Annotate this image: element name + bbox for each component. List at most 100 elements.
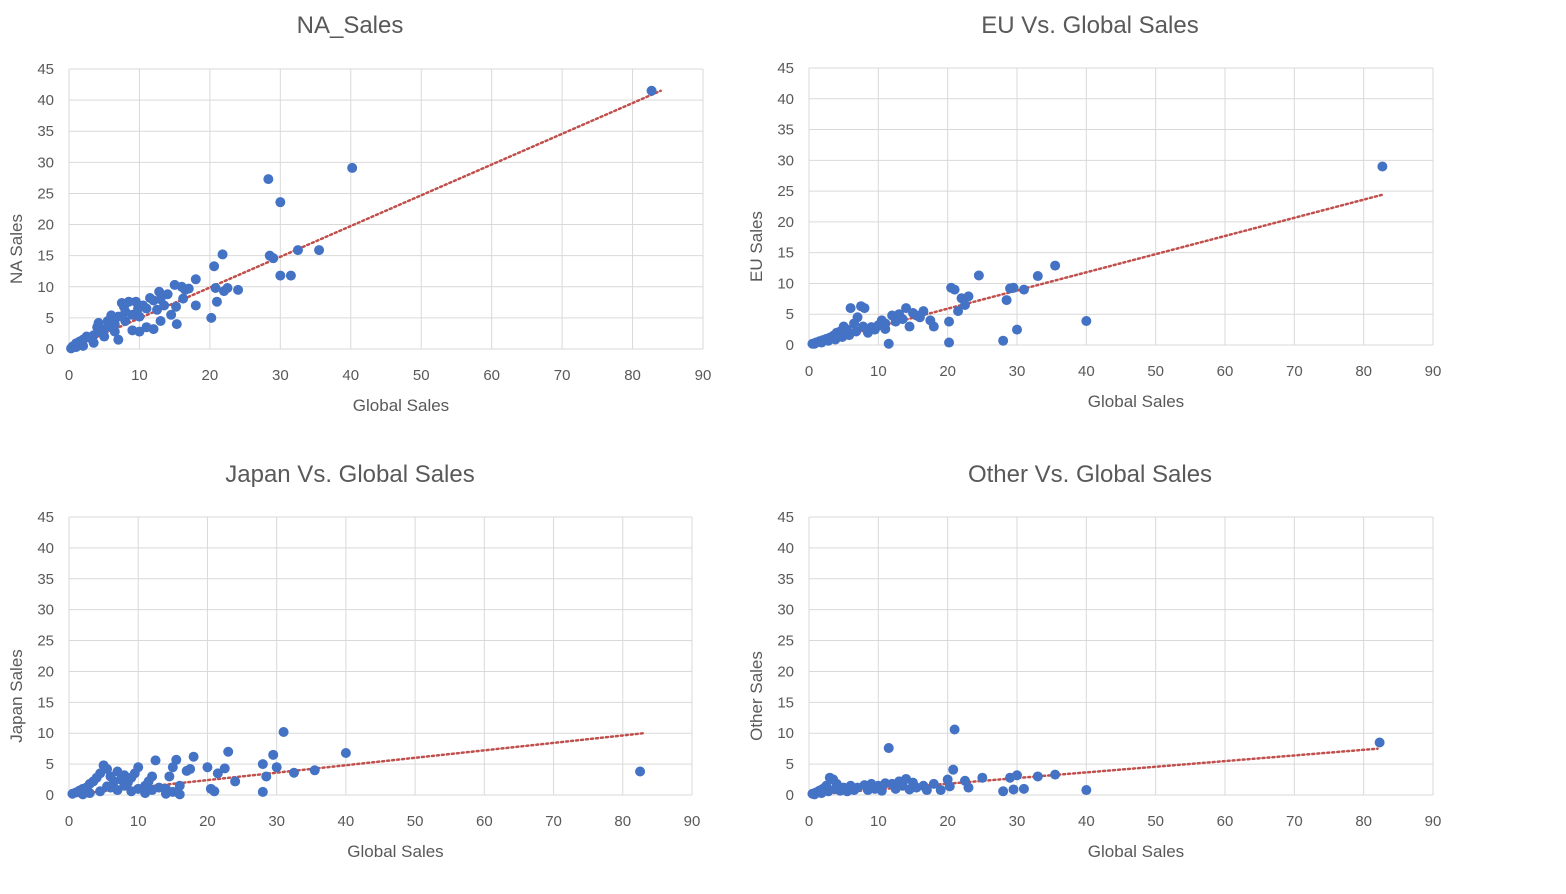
data-point: [883, 338, 894, 349]
data-point: [212, 768, 223, 779]
y-tick-label: 5: [786, 756, 794, 773]
data-point: [257, 759, 268, 770]
data-point: [171, 319, 182, 330]
data-point: [1005, 283, 1016, 294]
y-axis-label: Japan Sales: [7, 649, 26, 743]
data-point: [948, 764, 959, 775]
data-point: [809, 338, 820, 349]
data-point: [1005, 772, 1016, 783]
data-point: [223, 746, 234, 757]
y-tick-label: 20: [37, 663, 54, 680]
data-point: [876, 785, 887, 796]
y-tick-label: 15: [777, 245, 794, 262]
data-point: [275, 197, 286, 208]
data-point: [93, 317, 104, 328]
x-tick-label: 80: [624, 367, 641, 384]
data-point: [292, 245, 303, 256]
x-tick-label: 40: [1078, 813, 1095, 830]
data-point: [88, 337, 99, 348]
data-point: [897, 314, 908, 325]
data-point: [112, 766, 123, 777]
x-tick-label: 90: [684, 813, 701, 830]
x-axis-label: Global Sales: [347, 842, 443, 861]
chart-title: EU Vs. Global Sales: [981, 12, 1198, 39]
data-point: [275, 270, 286, 281]
x-axis-label: Global Sales: [1088, 392, 1184, 411]
y-tick-label: 20: [777, 663, 794, 680]
y-tick-label: 0: [786, 337, 794, 354]
chart-1: 0 10 20 30 40 50 60 70 80 90 0 5 10 15 20 25 30 35 40 45 NA_…: [7, 12, 711, 415]
data-point: [271, 762, 282, 773]
data-point: [205, 783, 216, 794]
data-point: [154, 286, 165, 297]
data-point: [1018, 284, 1029, 295]
x-tick-label: 30: [1009, 813, 1026, 830]
data-point: [219, 763, 230, 774]
data-point: [904, 784, 915, 795]
data-point: [99, 331, 110, 342]
y-tick-label: 40: [777, 540, 794, 557]
data-point: [217, 249, 228, 260]
data-point: [257, 786, 268, 797]
data-point: [347, 162, 358, 173]
x-tick-label: 50: [1147, 813, 1164, 830]
data-point: [188, 751, 199, 762]
data-point: [901, 303, 912, 314]
data-point: [911, 310, 922, 321]
x-tick-label: 0: [65, 813, 73, 830]
data-point: [153, 782, 164, 793]
y-tick-label: 10: [777, 275, 794, 292]
data-point: [1377, 161, 1388, 172]
x-tick-label: 30: [272, 367, 289, 384]
x-tick-label: 30: [268, 813, 285, 830]
data-point: [856, 301, 866, 312]
x-tick-label: 60: [476, 813, 493, 830]
data-point: [935, 785, 946, 796]
data-point: [921, 785, 932, 796]
data-point: [118, 301, 129, 312]
x-tick-label: 70: [1286, 363, 1303, 380]
data-point: [1081, 785, 1092, 796]
x-tick-label: 0: [65, 367, 73, 384]
data-point: [998, 335, 1009, 346]
data-point: [973, 270, 984, 281]
data-point: [268, 749, 279, 760]
data-point: [880, 323, 891, 334]
data-point: [171, 301, 182, 312]
data-point: [849, 318, 860, 329]
data-point: [210, 283, 221, 294]
data-point: [956, 293, 967, 304]
data-point: [152, 304, 163, 315]
data-point: [285, 270, 296, 281]
y-tick-label: 15: [37, 248, 54, 265]
x-tick-label: 70: [1286, 813, 1303, 830]
x-tick-label: 30: [1009, 363, 1026, 380]
data-point: [133, 303, 144, 314]
y-tick-label: 45: [777, 60, 794, 77]
data-point: [134, 326, 145, 337]
data-point: [211, 296, 222, 307]
data-point: [119, 780, 130, 791]
data-point: [230, 776, 241, 787]
y-tick-label: 15: [777, 694, 794, 711]
data-point: [268, 253, 279, 264]
data-point: [77, 789, 88, 800]
x-tick-label: 80: [1355, 363, 1372, 380]
x-axis-label: Global Sales: [1088, 842, 1184, 861]
y-tick-label: 25: [37, 633, 54, 650]
y-tick-label: 30: [37, 154, 54, 171]
x-tick-label: 40: [342, 367, 359, 384]
y-tick-label: 0: [786, 787, 794, 804]
data-point: [150, 755, 161, 766]
data-point: [883, 743, 894, 754]
data-point: [98, 760, 109, 771]
y-tick-label: 35: [777, 122, 794, 139]
data-point: [944, 316, 955, 327]
data-point: [202, 762, 213, 773]
y-tick-label: 45: [777, 509, 794, 526]
data-point: [340, 747, 351, 758]
y-tick-label: 25: [777, 633, 794, 650]
data-point: [233, 284, 244, 295]
